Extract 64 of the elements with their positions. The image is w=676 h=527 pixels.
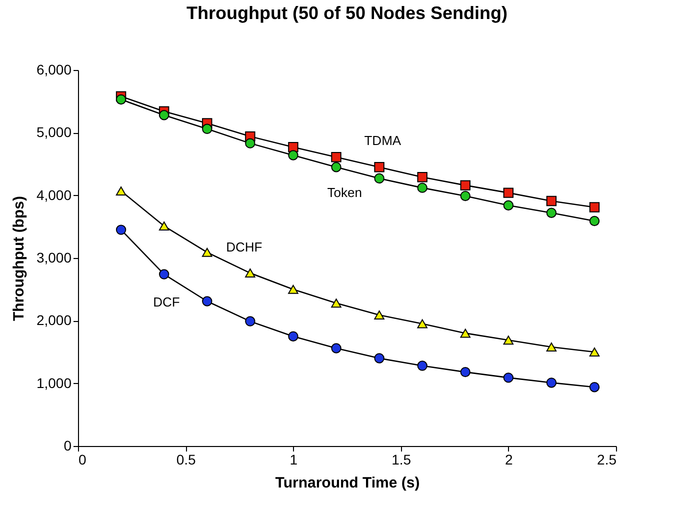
point [202, 248, 212, 257]
point [245, 316, 256, 326]
point [288, 331, 298, 342]
x-tick-label: 0.5 [176, 452, 196, 468]
point [116, 94, 126, 105]
y-tick-label: 1,000 [36, 374, 72, 391]
point [374, 162, 384, 172]
point [546, 342, 557, 352]
y-tick-label: 4,000 [36, 186, 72, 203]
point [288, 142, 298, 152]
point [460, 366, 470, 378]
y-tick-label: 6,000 [36, 62, 72, 78]
point [589, 216, 600, 226]
series-label: DCF [153, 294, 180, 310]
chart-title: Throughput (50 of 50 Nodes Sending) [186, 3, 508, 23]
point [589, 348, 600, 356]
point [503, 336, 514, 345]
y-tick-label: 5,000 [36, 124, 72, 140]
point [417, 319, 428, 328]
y-tick-label: 2,000 [36, 312, 72, 328]
point [503, 188, 514, 198]
point [202, 296, 212, 306]
point [417, 172, 428, 182]
point [331, 343, 342, 354]
x-tick-label: 1 [290, 452, 298, 468]
point [589, 202, 600, 212]
x-tick-label: 0 [78, 452, 86, 468]
series-label: TDMA [364, 133, 402, 148]
point [158, 110, 170, 120]
point [417, 360, 428, 371]
x-tick-label: 2.5 [597, 452, 617, 468]
y-tick-label: 3,000 [36, 250, 72, 266]
point [503, 372, 514, 383]
point [460, 180, 470, 190]
y-tick-label: 0 [64, 438, 72, 454]
x-axis-title: Turnaround Time (s) [275, 474, 420, 492]
x-tick-label: 2 [505, 452, 513, 468]
point [546, 196, 557, 206]
point [460, 190, 470, 202]
point [546, 378, 557, 388]
point [245, 268, 256, 278]
point [374, 310, 384, 320]
series-label: Token [327, 185, 362, 200]
point [158, 222, 170, 231]
point [374, 353, 384, 364]
point [546, 208, 557, 218]
x-tick-label: 1.5 [392, 452, 412, 468]
point [158, 269, 170, 280]
series-label: DCHF [226, 239, 262, 254]
point [116, 186, 126, 196]
point [116, 224, 126, 235]
point [331, 152, 342, 162]
point [417, 182, 428, 193]
point [331, 298, 342, 308]
point [589, 382, 600, 392]
point [202, 124, 212, 134]
y-axis-title: Throughput (bps) [10, 196, 28, 321]
point [288, 284, 298, 294]
point [331, 162, 342, 172]
point [245, 138, 256, 148]
point [503, 200, 514, 210]
point [374, 173, 384, 184]
point [288, 150, 298, 160]
point [460, 328, 470, 338]
